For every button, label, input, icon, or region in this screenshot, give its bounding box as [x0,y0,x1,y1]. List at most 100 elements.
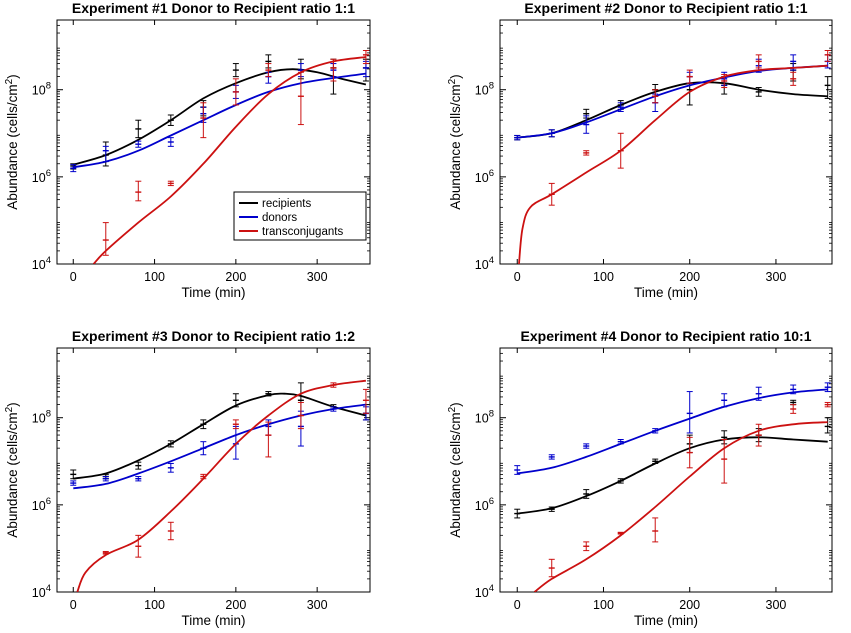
data-point-recipients [70,469,77,480]
data-point-transconjugants [686,436,693,469]
data-point-transconjugants [167,180,174,187]
y-tick-exponent: 8 [489,409,494,420]
data-point-transconjugants [548,182,555,206]
data-point-recipients [135,461,142,470]
y-tick-exponent: 8 [489,81,494,92]
data-point-transconjugants [135,180,142,202]
chart-panel-2: Experiment #2 Donor to Recipient ratio 1… [447,0,833,300]
data-point-recipients [824,76,831,99]
y-tick-base: 10 [32,171,46,185]
data-point-recipients [652,458,659,464]
y-axis-label: Abundance (cells/cm2) [4,402,20,537]
data-point-transconjugants [824,50,831,62]
data-point-transconjugants [790,404,797,414]
axes-box [499,347,833,593]
x-tick-label: 200 [679,270,700,284]
axes-box [499,19,833,265]
y-tick-base: 10 [32,258,46,272]
data-point-transconjugants [102,550,109,555]
x-tick-label: 100 [144,270,165,284]
data-point-transconjugants [265,63,272,78]
legend-label-transconjugants: transconjugants [262,226,343,238]
y-axis-label-end: ) [5,402,20,407]
y-axis-label-sup: 2 [447,78,458,84]
data-point-donors [102,145,109,163]
data-point-recipients [232,393,239,408]
x-tick-label: 0 [70,598,77,612]
y-tick-exponent: 6 [489,168,494,179]
y-tick-base: 10 [475,84,489,98]
x-tick-label: 100 [593,598,614,612]
data-point-donors [548,129,555,138]
data-point-transconjugants [167,521,174,541]
y-axis-label-main: Abundance (cells/cm [5,84,20,209]
y-tick-label: 106 [475,168,494,185]
data-point-donors [721,393,728,408]
data-point-transconjugants [617,132,624,169]
axes-box [56,19,371,265]
data-point-transconjugants [755,423,762,447]
plot-area [70,379,369,592]
legend: recipients donors transconjugants [233,191,367,241]
data-point-donors [652,428,659,434]
data-point-recipients [200,419,207,430]
data-point-donors [583,115,590,134]
data-point-recipients [824,417,831,434]
x-tick-label: 0 [70,270,77,284]
data-point-transconjugants [755,54,762,69]
chart-panel-3: Experiment #3 Donor to Recipient ratio 1… [4,328,371,628]
y-tick-base: 10 [475,258,489,272]
data-point-donors [70,480,77,486]
x-tick-label: 200 [225,598,246,612]
x-axis-label: Time (min) [634,285,698,300]
y-tick-exponent: 6 [46,496,51,507]
data-point-donors [135,476,142,482]
y-tick-label: 106 [475,496,494,513]
data-point-transconjugants [790,71,797,86]
chart-title: Experiment #3 Donor to Recipient ratio 1… [72,328,355,344]
y-axis-label-main: Abundance (cells/cm [448,412,463,537]
x-tick-label: 0 [514,598,521,612]
data-point-recipients [583,489,590,499]
data-point-donors [617,439,624,445]
data-point-recipients [548,506,555,512]
data-point-donors [167,462,174,473]
data-point-donors [167,137,174,147]
data-point-recipients [167,114,174,126]
data-point-transconjugants [297,71,304,126]
plot-area [70,50,369,264]
y-axis-label: Abundance (cells/cm2) [4,74,20,209]
x-tick-label: 0 [514,270,521,284]
y-tick-exponent: 4 [46,583,51,594]
y-tick-exponent: 8 [46,409,51,420]
data-point-transconjugants [686,69,693,84]
y-axis-label-sup: 2 [4,406,15,412]
data-point-transconjugants [824,401,831,408]
y-tick-exponent: 4 [46,255,51,266]
data-point-transconjugants [583,150,590,156]
series-line-donors [517,64,828,139]
data-point-donors [200,441,207,456]
y-tick-label: 106 [32,496,51,513]
y-tick-base: 10 [475,586,489,600]
y-axis-label-end: ) [448,402,463,407]
data-point-recipients [514,508,521,519]
plot-area [514,50,831,264]
chart-title: Experiment #4 Donor to Recipient ratio 1… [521,328,812,344]
data-point-recipients [265,391,272,397]
y-axis-label-end: ) [448,74,463,79]
x-tick-label: 100 [144,598,165,612]
y-axis-label-sup: 2 [4,78,15,84]
y-axis-label-main: Abundance (cells/cm [5,412,20,537]
data-point-donors [583,443,590,449]
legend-label-donors: donors [262,212,297,224]
data-point-donors [514,134,521,141]
data-point-donors [330,406,337,412]
data-point-donors [70,164,77,173]
data-point-transconjugants [330,58,337,82]
y-tick-exponent: 6 [46,168,51,179]
axes-box [56,347,371,593]
x-tick-label: 200 [225,270,246,284]
series-line-transconjugants [533,421,828,592]
data-point-transconjugants [135,534,142,558]
